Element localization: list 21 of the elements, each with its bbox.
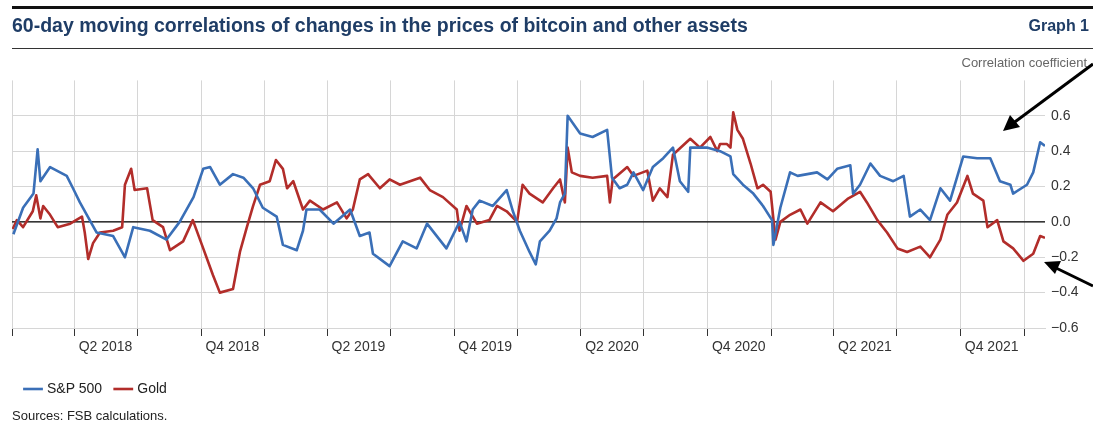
legend-label: S&P 500	[47, 379, 103, 396]
y-tick-label: 0.6	[1051, 106, 1071, 123]
x-tick-label: Q2 2021	[838, 338, 892, 355]
y-tick-label: −0.4	[1051, 283, 1079, 300]
chart-subtitle: Graph 1	[1028, 17, 1089, 35]
x-tick-label: Q4 2020	[711, 338, 766, 355]
y-tick-label: 0.4	[1051, 142, 1071, 158]
x-tick-label: Q4 2021	[964, 338, 1019, 355]
x-tick-label: Q2 2020	[585, 338, 640, 355]
y-tick-label: −0.6	[1051, 318, 1079, 335]
source-note: Sources: FSB calculations.	[12, 408, 168, 423]
legend-label: Gold	[137, 379, 167, 396]
x-tick-label: Q4 2018	[205, 338, 260, 355]
y-tick-label: 0.2	[1051, 177, 1071, 194]
y-axis-title: Correlation coefficient	[961, 55, 1087, 70]
x-tick-label: Q2 2018	[78, 338, 133, 355]
chart-title: 60-day moving correlations of changes in the prices of bitcoin and other assets	[12, 14, 748, 37]
x-tick-label: Q2 2019	[331, 338, 386, 355]
y-tick-label: 0.0	[1051, 212, 1071, 229]
y-tick-label: −0.2	[1051, 248, 1079, 265]
x-tick-label: Q4 2019	[458, 338, 513, 355]
